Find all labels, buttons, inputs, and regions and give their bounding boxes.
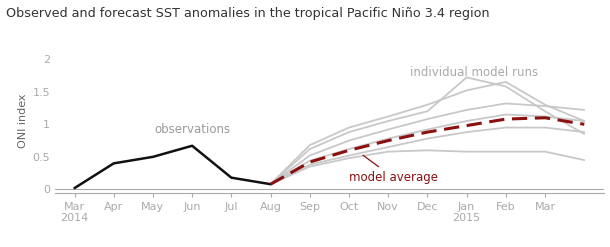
Text: individual model runs: individual model runs xyxy=(411,66,539,79)
Y-axis label: ONI index: ONI index xyxy=(18,94,28,148)
Text: Observed and forecast SST anomalies in the tropical Pacific Niño 3.4 region: Observed and forecast SST anomalies in t… xyxy=(6,7,490,21)
Text: observations: observations xyxy=(154,123,230,136)
Text: model average: model average xyxy=(349,155,438,184)
